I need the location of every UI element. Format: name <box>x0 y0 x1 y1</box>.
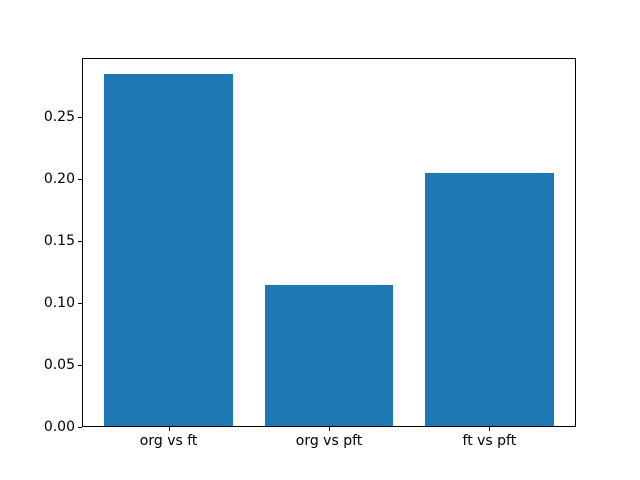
x-tick-label-ft-vs-pft: ft vs pft <box>462 433 517 449</box>
y-tick-mark <box>78 179 82 181</box>
x-tick-mark <box>168 427 170 431</box>
y-tick-label-0.15: 0.15 <box>43 233 75 250</box>
bar-ft-vs-pft <box>425 173 554 427</box>
y-tick-mark <box>78 117 82 119</box>
bar-org-vs-ft <box>104 74 233 427</box>
y-tick-mark <box>78 365 82 367</box>
y-tick-label-0.25: 0.25 <box>43 109 75 126</box>
y-tick-label-0.00: 0.00 <box>43 419 75 435</box>
y-tick-label-0.20: 0.20 <box>43 171 75 188</box>
y-tick-mark <box>78 427 82 428</box>
bar-org-vs-pft <box>264 284 394 427</box>
x-tick-label-org-vs-pft: org vs pft <box>295 433 363 449</box>
y-tick-label-0.05: 0.05 <box>43 357 75 374</box>
y-tick-mark <box>78 241 82 243</box>
x-tick-mark <box>489 427 491 431</box>
x-tick-label-org-vs-ft: org vs ft <box>139 433 198 449</box>
x-tick-mark <box>329 427 330 431</box>
y-tick-mark <box>78 303 82 305</box>
y-tick-label-0.10: 0.10 <box>43 295 75 312</box>
